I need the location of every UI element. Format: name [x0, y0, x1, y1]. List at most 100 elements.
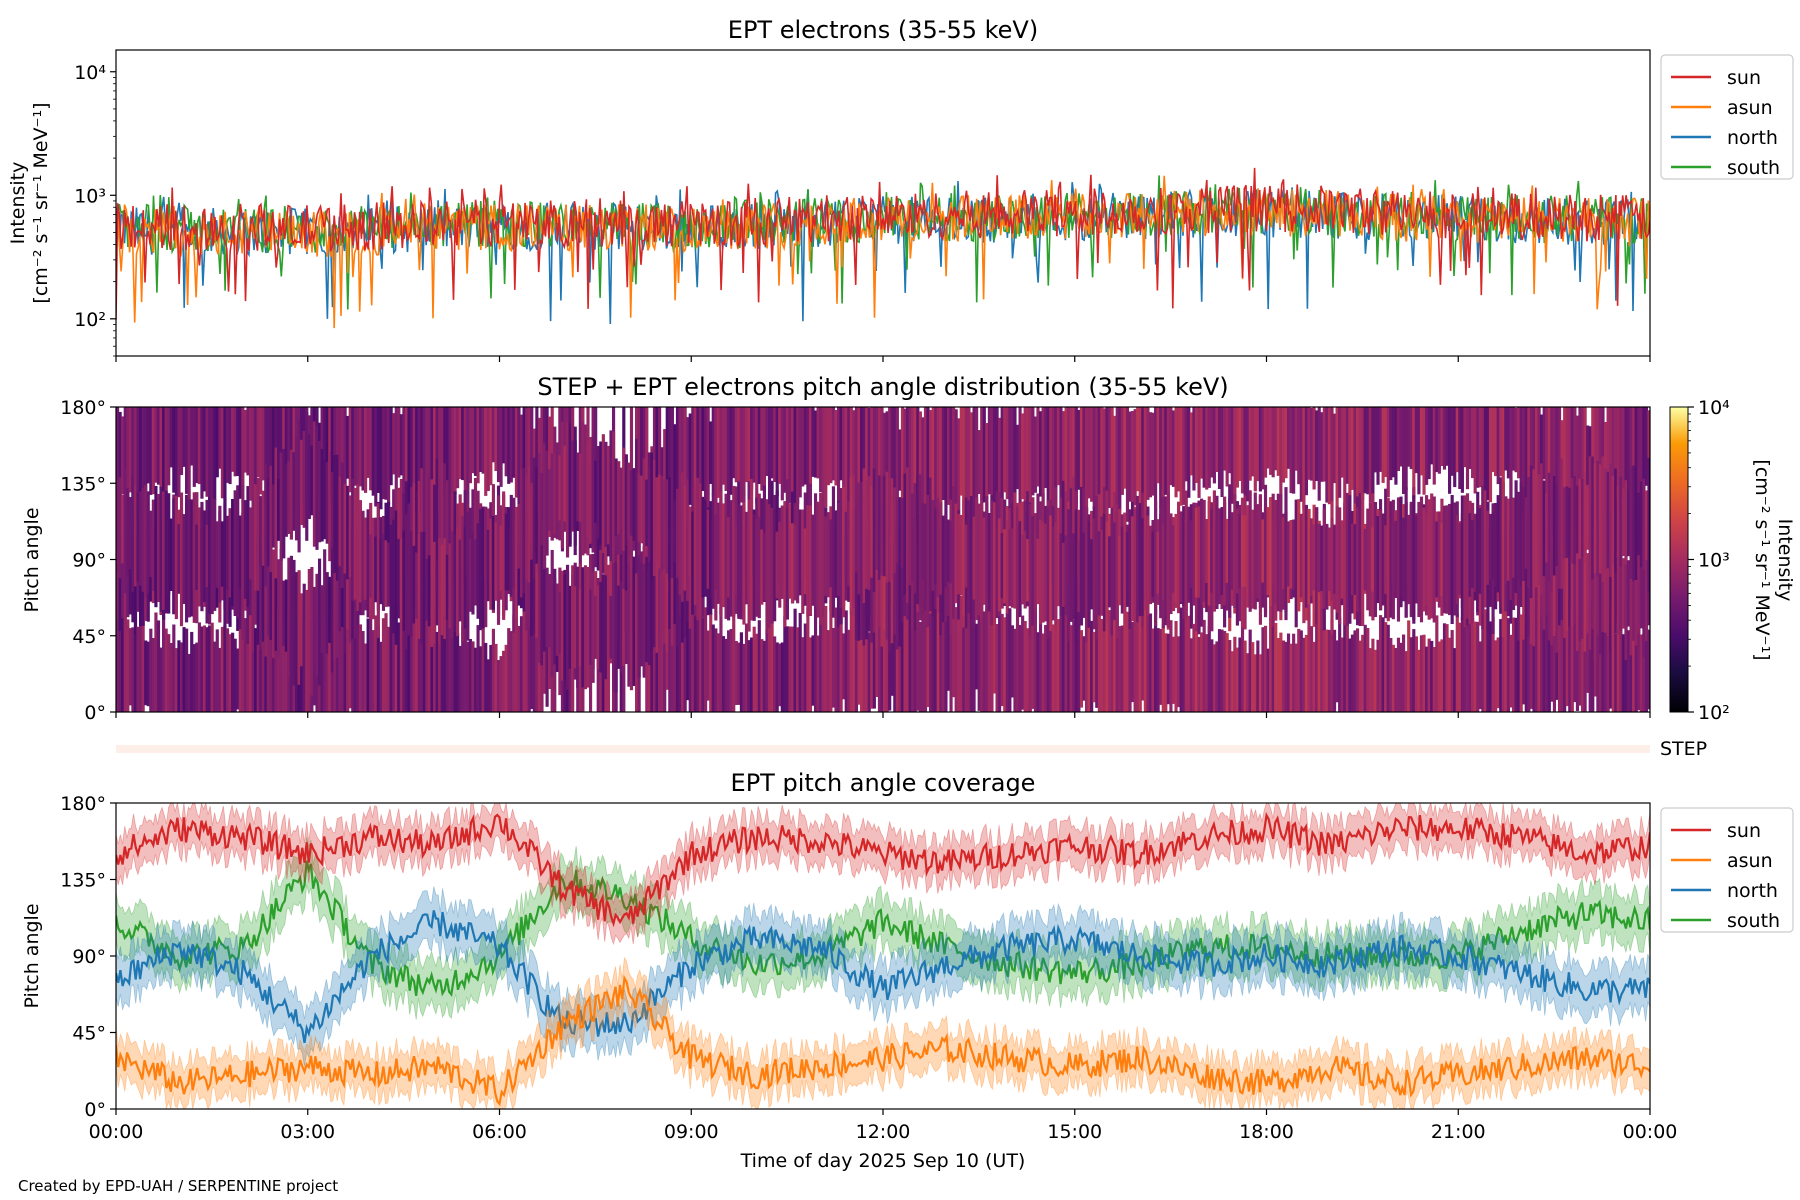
pad-cell [425, 603, 429, 712]
pad-cell [565, 564, 570, 690]
pad-cell [159, 647, 163, 712]
pad-cell [261, 546, 265, 642]
pad-cell [1381, 407, 1385, 483]
pad-cell [141, 407, 145, 498]
pad-cell [944, 590, 948, 712]
step-label: STEP [1660, 738, 1707, 760]
pad-cell [1028, 407, 1032, 516]
pad-cell [1455, 515, 1459, 604]
pad-cell [317, 440, 322, 543]
pad-cell [1491, 617, 1495, 712]
pad-cell [969, 496, 974, 619]
pad-cell [1156, 407, 1160, 484]
pad-cell [121, 416, 125, 495]
pad-cell [1565, 407, 1569, 495]
pad-cell [1307, 508, 1311, 605]
pad-cell [519, 616, 524, 712]
pad-cell [1179, 407, 1183, 506]
pad-cell [1384, 622, 1388, 712]
pad-cell [1154, 501, 1158, 627]
pad-cell [1059, 615, 1063, 712]
pad-cell [1171, 525, 1176, 593]
pad-cell [1345, 407, 1349, 484]
pad-cell [159, 407, 163, 490]
pad-cell [1010, 528, 1014, 608]
pad-cell [890, 407, 894, 502]
pad-cell [834, 410, 838, 486]
pad-cell [266, 407, 270, 481]
pad-cell [1432, 496, 1436, 623]
pad-cell [867, 476, 871, 590]
pad-cell [952, 609, 956, 698]
pad-cell [1056, 407, 1061, 486]
pad-cell [174, 495, 178, 620]
pad-cell [793, 524, 797, 601]
pad-cell [1442, 505, 1447, 614]
pad-cell [647, 549, 651, 666]
pad-cell [491, 628, 495, 712]
pad-cell [798, 613, 802, 712]
pad-cell [778, 643, 782, 707]
pad-cell [392, 625, 396, 712]
pad-cell [829, 600, 833, 712]
pad-cell [599, 582, 603, 673]
pad-cell [489, 518, 493, 610]
pad-cell [248, 549, 253, 616]
pad-cell [149, 407, 153, 495]
pad-cell [397, 538, 401, 619]
pad-cell [691, 511, 695, 575]
pad-cell [1560, 597, 1564, 712]
pad-cell [1573, 407, 1577, 486]
pad-cell [182, 514, 186, 604]
pad-cell [1614, 468, 1618, 574]
pad-cell [1327, 407, 1332, 505]
pad-cell [742, 643, 746, 712]
pad-cell [962, 495, 966, 616]
pad-cell [1338, 522, 1342, 597]
pad-cell [893, 604, 897, 712]
pad-cell [1159, 506, 1163, 619]
pad-cell [496, 495, 501, 625]
pad-cell [1302, 637, 1306, 712]
pad-cell [1611, 476, 1615, 566]
pad-cell [1228, 484, 1232, 618]
legend-frame [1660, 807, 1794, 933]
pad-cell [1177, 407, 1181, 492]
pad-cell [1386, 624, 1390, 712]
pad-cell [1151, 628, 1155, 712]
pad-cell [328, 576, 332, 643]
pad-cell [727, 517, 731, 598]
pad-cell [1450, 407, 1454, 476]
pad-cell [190, 631, 194, 712]
pad-cell [1335, 640, 1339, 703]
pad-cell [870, 485, 874, 578]
pad-cell [402, 407, 406, 506]
pad-cell [479, 646, 483, 712]
pad-cell [507, 507, 511, 591]
pad-cell [734, 641, 738, 705]
pad-cell [343, 529, 347, 654]
pad-cell [1015, 424, 1020, 490]
pad-cell [1215, 641, 1219, 712]
pad-cell [982, 611, 986, 712]
pad-cell [895, 526, 899, 650]
pad-cell [481, 621, 485, 712]
pad-cell [1302, 488, 1306, 624]
pad-cell [238, 515, 242, 588]
pad-cell [525, 535, 529, 631]
pad-cell [361, 631, 365, 712]
pad-cell [880, 407, 884, 522]
pad-cell [1624, 480, 1628, 565]
pad-cell [673, 424, 677, 527]
pad-cell [374, 615, 378, 712]
legend-label-sun: sun [1727, 820, 1761, 842]
pad-cell [936, 407, 940, 532]
pad-cell [729, 500, 733, 617]
pad-cell [458, 407, 462, 480]
pad-cell [998, 518, 1002, 612]
pad-cell [172, 624, 176, 712]
pad-cell [1258, 407, 1262, 492]
pad-cell [1626, 489, 1631, 557]
pad-cell [522, 608, 526, 712]
pad-cell [1187, 506, 1191, 603]
